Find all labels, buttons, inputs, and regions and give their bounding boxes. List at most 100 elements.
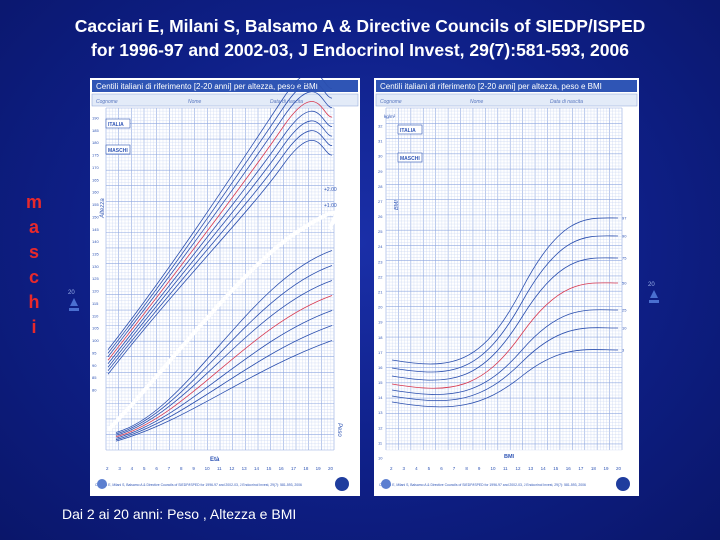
weight-centile-curve [115, 280, 333, 436]
age-tick-label: 12 [229, 466, 235, 471]
bmi-centile-label: 3 [622, 348, 625, 353]
height-highlight-band [106, 210, 338, 432]
title-line-1: Cacciari E, Milani S, Balsamo A & Direct… [74, 16, 646, 36]
height-centile-curve [107, 78, 333, 351]
age-tick-label: 12 [516, 466, 522, 471]
age-tick-label: 13 [528, 466, 534, 471]
field-nome: Nome [188, 99, 202, 105]
height-tick-label: 165 [92, 177, 99, 182]
height-centile-curve [107, 91, 333, 358]
weight-centile-curve [115, 340, 333, 442]
sex-box [397, 152, 423, 163]
weight-centile-curve [115, 325, 333, 441]
age-tick-label: 8 [465, 466, 468, 471]
bmi-axis-label-top: BMI [394, 200, 400, 210]
height-tick-label: 140 [92, 239, 99, 244]
field-cognome: Cognome [96, 99, 118, 105]
bmi-centile-curve [391, 327, 619, 402]
bmi-centile-curve [391, 309, 619, 395]
patient-fields [375, 93, 638, 107]
eu-logo [335, 477, 349, 491]
height-centile-curve [107, 120, 333, 368]
chart-header-title: Centili italiani di riferimento [2-20 an… [96, 82, 318, 91]
height-tick-label: 130 [92, 264, 99, 269]
age-axis-label: Età [210, 457, 220, 463]
country-box [397, 124, 423, 135]
height-centile-curve [107, 130, 333, 372]
weight-axis-label: Peso [336, 423, 342, 437]
age-tick-label: 4 [415, 466, 418, 471]
height-tick-label: 105 [92, 326, 99, 331]
chart-header-bar [376, 80, 637, 92]
weight-median-curve [115, 295, 333, 438]
side-letter: a [28, 217, 39, 237]
age-tick-label: 10 [205, 466, 211, 471]
bmi-chart-svg: Centili italiani di riferimento [2-20 an… [374, 78, 639, 496]
age-tick-label: 9 [192, 466, 195, 471]
bmi-tick-label: 26 [378, 214, 383, 219]
age-tick-label: 15 [266, 466, 272, 471]
bmi-centile-label: 75 [622, 256, 627, 261]
age-tick-label: 11 [217, 466, 222, 471]
height-centile-curve [107, 81, 333, 354]
side-letter: c [28, 267, 39, 287]
bmi-centile-curve [391, 349, 619, 408]
bmi-centile-curve [391, 217, 619, 365]
sds-label-2: +2.00 [324, 187, 337, 193]
age-tick-label: 14 [254, 466, 260, 471]
chart-footer: Cacciari E, Milani S, Balsamo A & Direct… [95, 483, 302, 487]
age-tick-label: 8 [180, 466, 183, 471]
bmi-tick-label: 15 [378, 380, 383, 385]
height-tick-label: 185 [92, 128, 99, 133]
side-letter: h [28, 292, 40, 312]
height-tick-label: 180 [92, 140, 99, 145]
height-tick-label: 125 [92, 276, 99, 281]
weight-centile-curve [115, 310, 333, 439]
age-tick-label: 17 [291, 466, 297, 471]
bmi-tick-label: 20 [378, 305, 383, 310]
height-tick-label: 115 [92, 301, 99, 306]
bmi-tick-label: 23 [378, 259, 383, 264]
bmi-centile-label: 97 [622, 216, 627, 221]
publisher-logo [381, 479, 391, 489]
slide-title: Cacciari E, Milani S, Balsamo A & Direct… [0, 14, 720, 62]
bmi-centile-label: 25 [622, 308, 627, 313]
height-weight-chart-svg: Centili italiani di riferimento [2-20 an… [90, 78, 360, 496]
bmi-tick-label: 10 [378, 456, 383, 461]
bmi-tick-label: 21 [378, 290, 383, 295]
bmi-centile-curve [391, 235, 619, 373]
height-tick-label: 80 [92, 388, 97, 393]
right-ruler-right: 20 [644, 276, 664, 312]
weight-centile-curve [115, 265, 333, 435]
age-tick-label: 5 [143, 466, 146, 471]
age-tick-label: 6 [440, 466, 443, 471]
age-tick-label: 13 [242, 466, 248, 471]
side-letter: i [31, 317, 37, 337]
height-tick-label: 190 [92, 116, 99, 121]
height-tick-label: 155 [92, 202, 99, 207]
bmi-centile-label: 90 [622, 234, 627, 239]
age-tick-label: 7 [168, 466, 171, 471]
age-tick-label: 17 [578, 466, 584, 471]
sds-label-1: +1.00 [324, 203, 337, 209]
slide-caption: Dai 2 ai 20 anni: Peso , Altezza e BMI [62, 506, 297, 522]
side-letter: s [28, 242, 39, 262]
field-cognome: Cognome [380, 99, 402, 105]
right-chart-curves: 97 90 75 50 25 10 3 [391, 216, 627, 408]
bmi-tick-label: 32 [378, 124, 383, 129]
right-ruler-left: 20 [64, 284, 84, 320]
field-nome: Nome [470, 99, 484, 105]
age-tick-label: 18 [591, 466, 597, 471]
height-tick-label: 100 [92, 338, 99, 343]
left-chart-curves [106, 78, 338, 442]
bmi-centile-label: 10 [622, 326, 627, 331]
age-tick-label: 5 [428, 466, 431, 471]
age-tick-label: 16 [566, 466, 572, 471]
age-tick-label: 2 [106, 466, 109, 471]
chart-header-bar [92, 80, 358, 92]
title-line-2: for 1996-97 and 2002-03, J Endocrinol In… [91, 40, 629, 60]
age-tick-label: 18 [303, 466, 309, 471]
left-chart-grid [105, 107, 335, 451]
height-tick-label: 135 [92, 252, 99, 257]
